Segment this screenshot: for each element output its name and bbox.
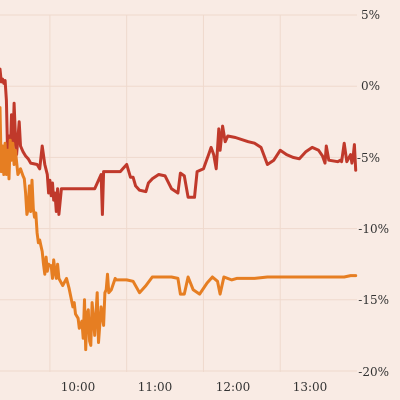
y-tick-label: -5% (357, 151, 380, 165)
x-tick-label: 10:00 (61, 380, 96, 394)
x-tick-label: 11:00 (138, 380, 173, 394)
series-line-2 (0, 106, 358, 352)
series-line-1 (0, 67, 358, 216)
series-layer (0, 67, 358, 352)
y-axis-ticks: 5% 0% -5% -10% -15% -20% (357, 8, 389, 379)
x-axis-ticks: 10:00 11:00 12:00 13:00 (61, 380, 328, 394)
y-tick-label: 0% (361, 79, 380, 93)
y-tick-label: 5% (361, 8, 380, 22)
y-tick-label: -10% (358, 222, 389, 236)
x-tick-label: 12:00 (216, 380, 251, 394)
grid (0, 14, 357, 372)
y-tick-label: -15% (358, 293, 389, 307)
y-tick-label: -20% (358, 365, 389, 379)
x-tick-label: 13:00 (293, 380, 328, 394)
